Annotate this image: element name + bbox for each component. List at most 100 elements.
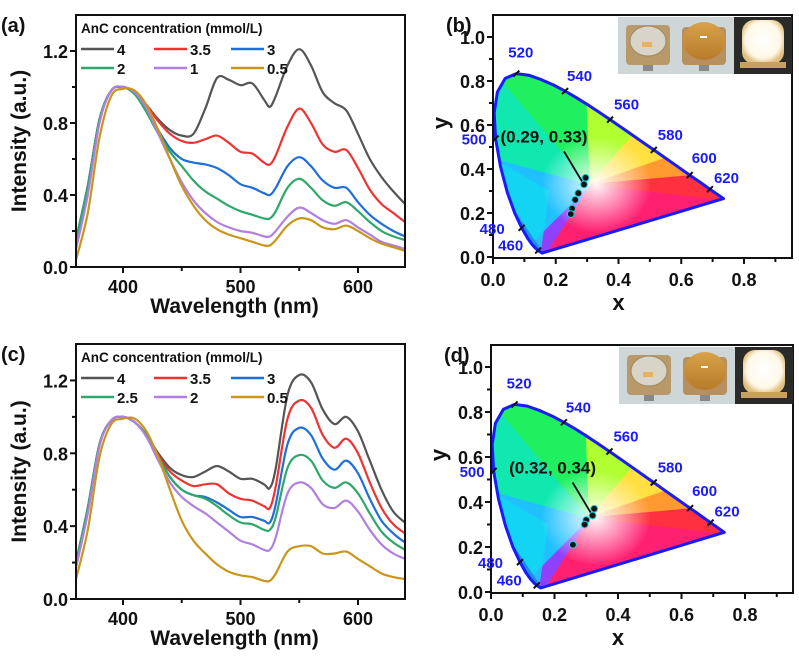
led-bare-lens [629,25,667,57]
series-group [76,48,405,261]
y-axis-title: y [428,116,453,129]
led-coated-dome [684,352,726,390]
legend-label: 4 [117,42,126,59]
x-tick-label: 0.2 [543,270,568,290]
chromaticity-point [571,195,580,204]
y-tick-label: 1.0 [460,28,485,48]
x-tick-label: 500 [225,609,255,629]
white-point-glow [541,136,652,233]
panel-label: (c) [1,344,25,366]
chromaticity-point [580,520,589,529]
led-chip [643,372,653,377]
panel-label: (a) [1,15,25,37]
chromaticity-point [574,189,583,198]
legend-label: 4 [117,371,126,388]
x-tick-label: 500 [225,277,255,297]
x-tick-label: 0.4 [606,270,631,290]
wavelength-tick [650,478,658,487]
inset-led-photos [619,347,793,404]
annotation-leader [563,150,583,182]
legend-label: 3.5 [190,42,211,59]
led-bare-lens [630,355,668,387]
plot-frame [490,344,794,594]
y-tick-label: 0.4 [43,186,68,206]
led-coated-highlight [700,36,707,38]
y-tick-label: 0.0 [43,258,68,278]
x-axis-title: Wavelength (nm) [150,295,318,318]
y-tick-label: 0.8 [458,403,483,423]
legend-label: 2 [190,390,198,407]
wavelength-label: 540 [566,399,591,416]
panel-b: (b) 0.0 0.2 0.4 0.6 0.8 0.0 0.2 0.4 0.6 0.8 1.0 x y 46… [428,14,793,315]
wavelength-tick [517,224,526,232]
x-tick-label: 0.0 [480,270,505,290]
wavelength-tick [533,581,541,590]
y-tick-label: 0.4 [43,517,68,537]
panel-a: (a) 400 500 600 0.0 0.4 0.8 1.2 Wavelength (nm) I… [1,14,406,318]
wavelength-label: 560 [613,428,638,445]
wavelength-label: 580 [658,127,683,144]
y-tick-label: 1.2 [43,42,68,62]
led-bare-pin [643,65,653,71]
wavelength-label: 480 [478,555,503,572]
y-tick-label: 0.4 [458,493,483,513]
series-line-3.5 [76,85,405,241]
x-tick-label: 600 [343,609,373,629]
wavelength-label: 500 [460,464,485,481]
y-tick-label: 0.0 [458,583,483,603]
series-line-3.5 [76,398,405,563]
inset-led-photos [618,17,792,74]
coordinate-annotation: (0.29, 0.33) [501,127,588,146]
wavelength-tick [561,87,569,95]
legend-title: AnC concentration (mmol/L) [81,21,263,36]
led-lit-base [741,392,787,398]
wavelength-label: 560 [614,97,639,114]
series-line-0.5 [76,416,405,583]
x-tick-label: 0.6 [669,270,694,290]
wavelength-label: 540 [567,68,592,85]
wavelength-tick [510,400,519,409]
wavelength-tick [706,518,715,527]
led-lit-base [740,62,786,68]
wavelength-tick [516,558,524,566]
wavelength-tick [512,69,521,78]
led-lit-dome [743,350,785,394]
wavelength-label: 580 [658,460,683,477]
chromaticity-point [580,180,588,189]
led-coated-dome [683,22,725,60]
legend-label: 2 [117,61,125,78]
panel-label: (d) [444,345,470,367]
wavelength-label: 600 [692,150,717,167]
annotation-leader [571,482,592,513]
legend-label: 3 [267,371,275,388]
y-tick-label: 0.0 [43,590,68,610]
x-tick-label: 0.8 [732,605,757,625]
series-line-1 [76,85,405,251]
led-coated-pin [699,65,709,71]
wavelength-label: 600 [692,483,717,500]
wavelength-label: 520 [507,375,532,392]
legend-label: 0.5 [267,390,288,407]
wavelength-tick [534,246,542,255]
wavelength-label: 620 [714,170,739,187]
chromaticity-point [581,173,590,182]
y-tick-label: 0.8 [43,114,68,134]
y-tick-label: 0.4 [460,160,485,180]
coordinate-annotation: (0.32, 0.34) [509,459,596,478]
legend-label: 1 [190,61,198,78]
led-bare-pin [644,395,654,401]
y-tick-label: 0.8 [43,444,68,464]
wavelength-label: 460 [497,572,522,589]
wavelength-label: 620 [715,504,740,521]
y-tick-label: 1.0 [458,358,483,378]
legend-label: 3 [267,42,275,59]
y-tick-label: 0.8 [460,72,485,92]
wavelength-tick [605,447,614,456]
series-line-2 [76,85,405,242]
led-coated-pin [700,395,710,401]
y-tick-label: 0.2 [458,538,483,558]
panel-label: (b) [446,15,472,37]
series-group [76,373,405,583]
legend-title: AnC concentration (mmol/L) [81,350,263,365]
